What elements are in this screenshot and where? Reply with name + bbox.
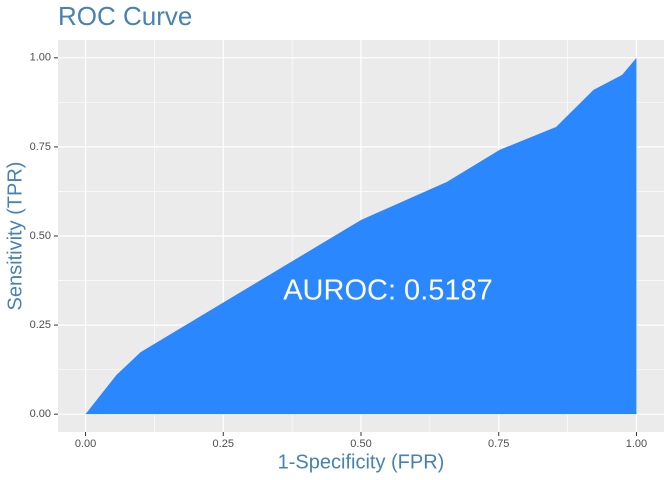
y-tick-label: 0.00 [30, 408, 51, 420]
x-tick-label: 1.00 [626, 438, 647, 450]
roc-area [85, 57, 637, 415]
x-tick-label: 0.75 [488, 438, 509, 450]
x-tick-label: 0.00 [75, 438, 96, 450]
y-tick-label: 0.50 [30, 230, 51, 242]
y-tick-label: 1.00 [30, 52, 51, 64]
chart-title: ROC Curve [58, 1, 192, 31]
x-axis-title: 1-Specificity (FPR) [278, 451, 445, 473]
x-tick-label: 0.50 [350, 438, 371, 450]
annotation: AUROC: 0.5187 [283, 275, 493, 307]
y-tick-label: 0.25 [30, 319, 51, 331]
x-tick-label: 0.25 [213, 438, 234, 450]
y-tick-label: 0.75 [30, 141, 51, 153]
y-axis-title: Sensitivity (TPR) [4, 162, 26, 311]
